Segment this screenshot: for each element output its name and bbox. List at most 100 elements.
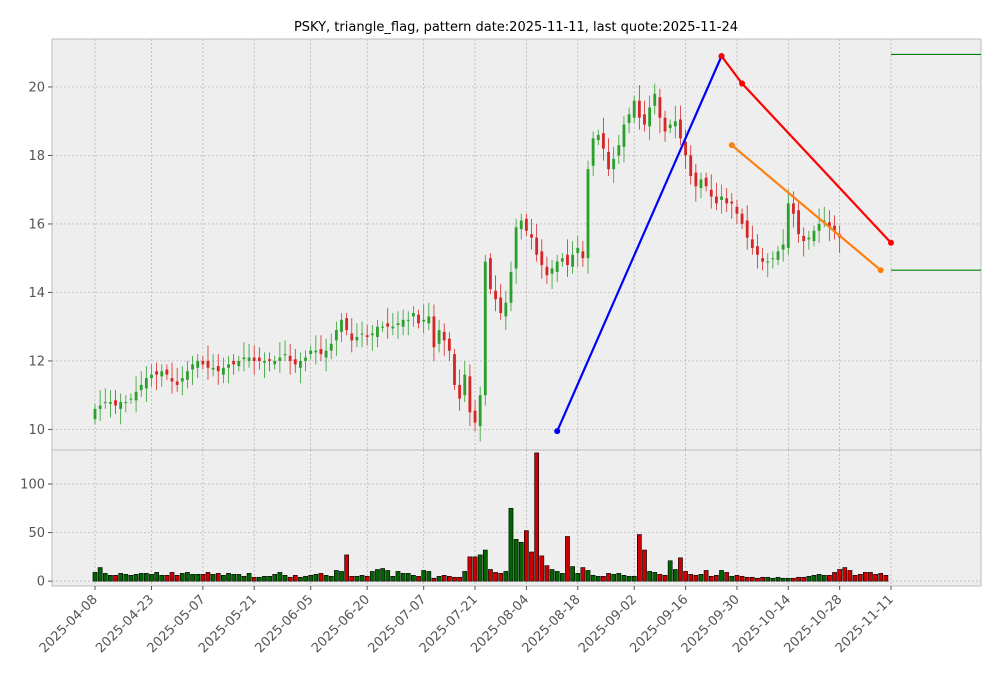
volume-bar — [385, 570, 391, 582]
volume-bar — [801, 576, 807, 582]
volume-bar — [369, 571, 375, 582]
volume-bar — [92, 572, 98, 582]
candle-body — [273, 360, 277, 365]
volume-bar — [652, 572, 658, 582]
candle-body — [108, 402, 112, 404]
candle-body — [478, 395, 482, 427]
volume-bar — [446, 575, 452, 582]
volume-bar — [780, 577, 786, 582]
price-tick-label: 12 — [28, 354, 45, 369]
volume-bar — [827, 575, 832, 582]
candle-body — [242, 357, 246, 360]
candle-body — [365, 335, 369, 337]
candle-body — [129, 398, 133, 400]
candle-body — [278, 357, 282, 361]
candle-body — [627, 114, 631, 123]
candle-body — [422, 319, 426, 322]
volume-bar — [739, 575, 745, 582]
grid — [52, 39, 981, 586]
candle-body — [797, 210, 800, 235]
volume-bar — [108, 575, 113, 582]
upper-line-point — [718, 53, 725, 60]
volume-bar — [657, 574, 663, 582]
candle-body — [514, 227, 518, 269]
volume-bar — [493, 572, 498, 582]
candle-body — [560, 258, 564, 262]
volume-bar — [488, 569, 493, 582]
candle-body — [463, 374, 467, 396]
candle-body — [355, 336, 359, 341]
candle-body — [812, 230, 816, 242]
volume-bar — [267, 575, 272, 582]
volume-bar — [236, 574, 242, 582]
volume-bar — [734, 575, 740, 582]
candle-body — [247, 357, 251, 361]
candle-body — [160, 371, 164, 377]
candle-body — [617, 145, 621, 156]
pole-line — [556, 55, 723, 432]
candle-body — [340, 319, 343, 332]
candle-body — [489, 258, 492, 290]
candle-body — [648, 107, 652, 127]
volume-bar — [662, 575, 668, 582]
volume-bar — [503, 571, 509, 582]
volume-bar — [395, 571, 401, 582]
candle-body — [761, 258, 765, 262]
candle-body — [319, 348, 323, 355]
candle-body — [622, 124, 626, 147]
candle-body — [293, 359, 297, 365]
candle-body — [401, 319, 405, 327]
volume-bar — [683, 571, 688, 582]
volume-bar — [806, 575, 812, 582]
candle-body — [324, 350, 328, 358]
candles — [93, 83, 842, 442]
volume-bar — [246, 573, 252, 582]
candle-body — [586, 169, 590, 259]
volume-bar — [195, 574, 201, 582]
candle-body — [504, 302, 508, 317]
volume-bar — [231, 574, 237, 582]
volume-bar — [164, 575, 170, 582]
volume-bar — [472, 556, 478, 582]
volume-bar — [729, 575, 735, 582]
volume-bar — [755, 577, 760, 582]
volume-bar — [308, 575, 314, 582]
volume-bar — [862, 572, 868, 582]
candle-body — [150, 374, 153, 379]
candle-body — [334, 330, 338, 341]
volume-bar — [539, 555, 545, 582]
candle-body — [211, 367, 215, 370]
upper-line-point — [739, 80, 746, 87]
volume-bar — [436, 575, 442, 582]
volume-bar — [868, 572, 873, 582]
candle-body — [663, 117, 667, 132]
volume-tick-label: 50 — [28, 526, 45, 541]
volume-bar — [405, 573, 411, 582]
volume-bar — [457, 576, 462, 582]
volume-bar — [714, 575, 719, 582]
volume-bar — [292, 575, 298, 582]
volume-bar — [703, 570, 709, 582]
volume-tick-label: 0 — [37, 575, 45, 590]
candle-body — [98, 405, 102, 409]
candle-body — [781, 244, 785, 250]
lower-line-line — [731, 144, 882, 272]
volume-bar — [154, 572, 159, 582]
volume-bar — [411, 575, 416, 582]
volume-bar — [708, 575, 714, 582]
candle-body — [268, 359, 272, 361]
volume-bar — [262, 575, 267, 582]
candle-body — [124, 402, 128, 404]
volume-bar — [123, 574, 129, 582]
candle-body — [206, 360, 210, 368]
candle-body — [473, 410, 477, 423]
candle-body — [704, 177, 708, 187]
candle-body — [201, 360, 205, 365]
candle-body — [299, 360, 302, 368]
candle-body — [263, 360, 266, 363]
candle-body — [370, 333, 374, 336]
volume-bar — [431, 577, 437, 582]
volume-bar — [518, 541, 524, 582]
candle-body — [509, 271, 513, 303]
volume-bar — [174, 575, 180, 582]
